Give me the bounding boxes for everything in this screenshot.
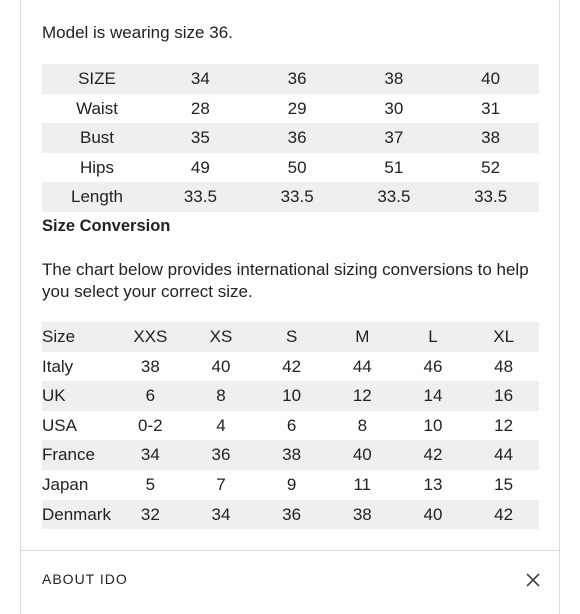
value-cell: 46 bbox=[423, 356, 443, 376]
value-cell: M bbox=[326, 322, 398, 352]
value-cell: 36 bbox=[185, 440, 257, 470]
row-label-cell: Length bbox=[42, 182, 152, 212]
row-label-cell: Italy bbox=[42, 356, 74, 376]
row-label-cell: Denmark bbox=[42, 499, 115, 530]
value-cell: 32 bbox=[115, 499, 186, 530]
value-cell: 36 bbox=[248, 123, 346, 153]
value-cell: S bbox=[256, 322, 327, 352]
measurement-row: Waist 28 29 30 31 bbox=[42, 94, 539, 124]
value-cell: 42 bbox=[468, 499, 539, 530]
value-cell: 5 bbox=[145, 474, 156, 494]
value-cell: 49 bbox=[190, 157, 210, 177]
value-cell: 50 bbox=[287, 157, 307, 177]
value-cell: 14 bbox=[397, 381, 469, 411]
value-cell: 44 bbox=[468, 440, 539, 470]
conversion-row: UK 6 8 10 12 14 16 bbox=[42, 381, 539, 411]
value-cell: 52 bbox=[481, 157, 501, 177]
value-cell: 40 bbox=[211, 356, 231, 376]
value-cell: 8 bbox=[185, 381, 257, 411]
value-cell: 42 bbox=[282, 356, 302, 376]
measurement-row: Bust 35 36 37 38 bbox=[42, 123, 539, 153]
value-cell: 13 bbox=[423, 474, 443, 494]
value-cell: XXS bbox=[115, 322, 186, 352]
row-label-cell: Bust bbox=[42, 123, 152, 153]
value-cell: 11 bbox=[353, 474, 372, 494]
row-label-cell: USA bbox=[42, 415, 77, 435]
row-label-cell: SIZE bbox=[42, 64, 152, 94]
value-cell: 48 bbox=[494, 356, 514, 376]
value-cell: 33.5 bbox=[152, 182, 249, 212]
close-icon[interactable] bbox=[525, 572, 541, 588]
value-cell: 31 bbox=[481, 98, 501, 118]
measurements-table: SIZE 34 36 38 40 Waist 28 29 30 31 Bust 35 36 37 38 Hip… bbox=[42, 64, 539, 212]
value-cell: 12 bbox=[326, 381, 398, 411]
value-cell: 42 bbox=[397, 440, 469, 470]
value-cell: 10 bbox=[256, 381, 327, 411]
conversion-row: Size XXS XS S M L XL bbox=[42, 322, 539, 352]
value-cell: 15 bbox=[494, 474, 514, 494]
value-cell: 0-2 bbox=[138, 415, 163, 435]
row-label-cell: Waist bbox=[76, 98, 118, 118]
value-cell: 40 bbox=[442, 64, 539, 94]
value-cell: 38 bbox=[256, 440, 327, 470]
measurement-row: Length 33.5 33.5 33.5 33.5 bbox=[42, 182, 539, 212]
value-cell: 29 bbox=[287, 98, 307, 118]
value-cell: 34 bbox=[185, 499, 257, 530]
size-guide-panel bbox=[20, 0, 560, 614]
value-cell: XS bbox=[185, 322, 257, 352]
size-conversion-table: Size XXS XS S M L XL Italy 38 40 42 44 46 48 UK 6 8 10 12 1… bbox=[42, 322, 539, 530]
value-cell: 40 bbox=[326, 440, 398, 470]
value-cell: 33.5 bbox=[442, 182, 539, 212]
conversion-row: Denmark 32 34 36 38 40 42 bbox=[42, 499, 539, 530]
measurement-row: SIZE 34 36 38 40 bbox=[42, 64, 539, 94]
value-cell: 9 bbox=[286, 474, 297, 494]
row-label-cell: Japan bbox=[42, 474, 89, 494]
value-cell: 34 bbox=[152, 64, 249, 94]
value-cell: 12 bbox=[494, 415, 514, 435]
value-cell: 36 bbox=[256, 499, 327, 530]
value-cell: 28 bbox=[190, 98, 210, 118]
size-conversion-heading: Size Conversion bbox=[42, 217, 171, 235]
value-cell: 7 bbox=[216, 474, 226, 494]
value-cell: 8 bbox=[357, 415, 368, 435]
row-label-cell: Size bbox=[42, 322, 115, 352]
value-cell: 36 bbox=[248, 64, 346, 94]
row-label-cell: France bbox=[42, 440, 115, 470]
measurement-row: Hips 49 50 51 52 bbox=[42, 153, 539, 183]
value-cell: 35 bbox=[152, 123, 249, 153]
value-cell: 6 bbox=[286, 415, 297, 435]
about-section-label[interactable]: ABOUT IDO bbox=[42, 571, 128, 587]
value-cell: 34 bbox=[115, 440, 186, 470]
size-conversion-intro: The chart below provides international s… bbox=[42, 260, 529, 301]
row-label-cell: Hips bbox=[79, 157, 114, 177]
value-cell: 40 bbox=[397, 499, 469, 530]
value-cell: 38 bbox=[326, 499, 398, 530]
value-cell: 30 bbox=[384, 98, 404, 118]
value-cell: 6 bbox=[115, 381, 186, 411]
value-cell: 38 bbox=[442, 123, 539, 153]
row-label-cell: UK bbox=[42, 381, 115, 411]
value-cell: 16 bbox=[468, 381, 539, 411]
conversion-row: Japan 5 7 9 11 13 15 bbox=[42, 470, 539, 500]
value-cell: 33.5 bbox=[248, 182, 346, 212]
value-cell: 10 bbox=[423, 415, 443, 435]
value-cell: 44 bbox=[352, 356, 372, 376]
value-cell: 33.5 bbox=[345, 182, 443, 212]
value-cell: 4 bbox=[216, 415, 226, 435]
value-cell: L bbox=[397, 322, 469, 352]
section-divider bbox=[20, 550, 560, 551]
value-cell: 37 bbox=[345, 123, 443, 153]
conversion-row: Italy 38 40 42 44 46 48 bbox=[42, 352, 539, 382]
model-size-note: Model is wearing size 36. bbox=[42, 23, 233, 42]
value-cell: 38 bbox=[345, 64, 443, 94]
value-cell: XL bbox=[468, 322, 539, 352]
conversion-row: USA 0-2 4 6 8 10 12 bbox=[42, 411, 539, 441]
value-cell: 51 bbox=[384, 157, 404, 177]
conversion-row: France 34 36 38 40 42 44 bbox=[42, 440, 539, 470]
value-cell: 38 bbox=[140, 356, 160, 376]
